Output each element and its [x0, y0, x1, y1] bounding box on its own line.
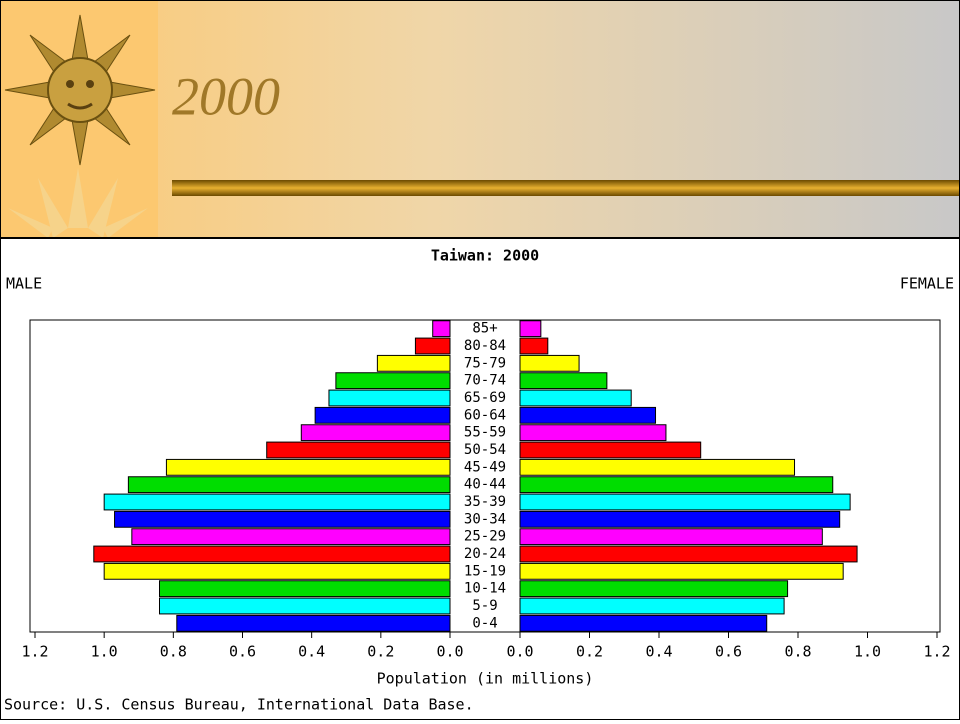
age-label: 70-74 [464, 373, 506, 389]
bar-male [314, 406, 451, 424]
bar-female [519, 389, 632, 407]
x-tick-label: 0.0 [506, 643, 533, 661]
bar-female [519, 597, 785, 615]
bar-female [519, 320, 542, 338]
bar-female [519, 476, 834, 494]
age-label: 10-14 [464, 581, 506, 597]
bar-male [159, 597, 451, 615]
bar-female [519, 510, 841, 528]
age-label: 15-19 [464, 563, 506, 579]
age-label: 60-64 [464, 407, 506, 423]
bar-female [519, 441, 702, 459]
x-tick-label: 0.4 [298, 643, 325, 661]
x-tick-label: 0.4 [645, 643, 672, 661]
x-tick-label: 0.2 [576, 643, 603, 661]
bar-male [376, 354, 451, 372]
x-tick-label: 1.2 [923, 643, 950, 661]
plot-frame [29, 319, 941, 633]
bar-female [519, 458, 796, 476]
bar-male [127, 476, 451, 494]
bar-female [519, 614, 768, 632]
bar-female [519, 545, 858, 563]
bar-male [114, 510, 451, 528]
bar-female [519, 528, 823, 546]
bar-female [519, 406, 657, 424]
age-label: 30-34 [464, 511, 506, 527]
bar-female [519, 562, 844, 580]
title-rule [172, 180, 960, 196]
bar-female [519, 354, 580, 372]
x-tick-label: 0.6 [715, 643, 742, 661]
age-label: 5-9 [472, 598, 497, 614]
bar-male [176, 614, 451, 632]
legend-female: FEMALE [900, 275, 954, 293]
age-label: 55-59 [464, 425, 506, 441]
age-label: 45-49 [464, 459, 506, 475]
age-label: 40-44 [464, 477, 506, 493]
bar-male [432, 320, 451, 338]
sun-watermark [8, 168, 148, 238]
bar-female [519, 493, 851, 511]
x-tick-label: 0.0 [436, 643, 463, 661]
age-label: 20-24 [464, 546, 506, 562]
bar-male [165, 458, 451, 476]
age-label: 0-4 [472, 615, 497, 631]
age-label: 25-29 [464, 529, 506, 545]
source-note: Source: U.S. Census Bureau, Internationa… [4, 696, 474, 714]
x-tick-label: 1.0 [854, 643, 881, 661]
slide-title: 2000 [172, 66, 280, 126]
age-label: 80-84 [464, 338, 506, 354]
bar-male [103, 493, 451, 511]
sun-icon [4, 14, 156, 166]
bar-male [159, 580, 451, 598]
x-tick-label: 0.2 [367, 643, 394, 661]
bar-female [519, 372, 608, 390]
x-tick-label: 0.8 [784, 643, 811, 661]
bar-male [328, 389, 451, 407]
x-tick-label: 0.6 [229, 643, 256, 661]
bar-female [519, 424, 667, 442]
plot: 0.0 0.0 0.2 0.2 0.4 0.4 0.6 0.6 0.8 0.8 1.0 1.0 1.2 1… [21, 320, 951, 661]
age-label: 50-54 [464, 442, 506, 458]
age-label: 75-79 [464, 355, 506, 371]
chart-title: Taiwan: 2000 [431, 247, 539, 265]
bar-female [519, 337, 549, 355]
age-label: 65-69 [464, 390, 506, 406]
legend-male: MALE [6, 275, 42, 293]
x-tick-label: 0.8 [160, 643, 187, 661]
x-tick-label: 1.0 [91, 643, 118, 661]
bar-male [266, 441, 451, 459]
bar-female [519, 580, 789, 598]
age-label: 35-39 [464, 494, 506, 510]
header-bg [0, 0, 960, 238]
bar-male [300, 424, 451, 442]
x-tick-label: 1.2 [21, 643, 48, 661]
bar-male [93, 545, 451, 563]
bar-male [414, 337, 451, 355]
age-label: 85+ [472, 321, 497, 337]
bar-male [131, 528, 451, 546]
bar-male [335, 372, 451, 390]
x-axis-label: Population (in millions) [377, 670, 594, 688]
bar-male [103, 562, 451, 580]
